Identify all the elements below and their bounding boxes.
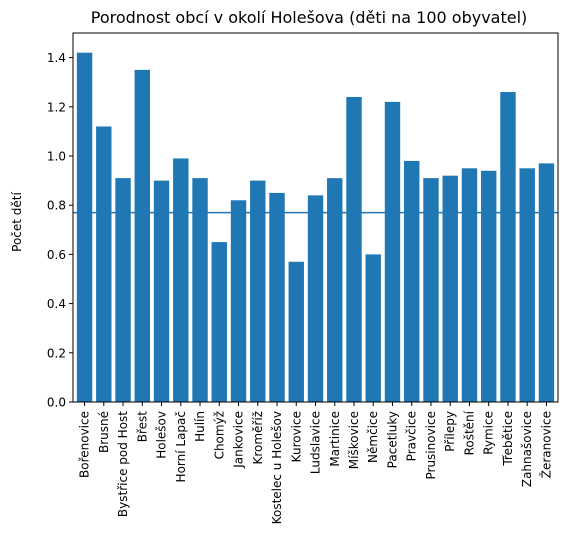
bar-8 bbox=[211, 242, 227, 402]
bar-22 bbox=[481, 170, 497, 402]
bar-5 bbox=[153, 180, 170, 402]
y-tick-label: 0.2 bbox=[47, 346, 66, 360]
y-axis-label: Počet dětí bbox=[10, 191, 24, 251]
bar-15 bbox=[346, 96, 362, 403]
bar-2 bbox=[96, 126, 112, 402]
bar-3 bbox=[115, 178, 131, 402]
x-tick-label: Jankovice bbox=[232, 411, 246, 469]
bar-12 bbox=[288, 261, 304, 402]
bar-10 bbox=[250, 180, 266, 402]
x-tick-label: Pacetluky bbox=[385, 411, 399, 468]
x-tick-label: Zahnašovice bbox=[520, 411, 534, 487]
y-tick-label: 1.0 bbox=[47, 150, 66, 164]
x-axis: Bořenovice Brusné Bystřice pod Host Břest Ho… bbox=[78, 402, 553, 524]
bar-24 bbox=[519, 168, 535, 402]
x-tick-label: Bořenovice bbox=[78, 411, 92, 478]
plot-frame bbox=[72, 32, 559, 403]
bar-7 bbox=[192, 178, 208, 402]
x-tick-label: Martinice bbox=[328, 411, 342, 467]
x-tick-label: Ludslavice bbox=[309, 411, 323, 474]
x-tick-label: Hulín bbox=[193, 411, 207, 442]
bar-13 bbox=[307, 195, 324, 402]
x-tick-label: Žeranovice bbox=[538, 411, 553, 478]
bar-21 bbox=[461, 168, 478, 402]
y-tick-label: 1.4 bbox=[47, 51, 66, 65]
bar-6 bbox=[173, 158, 189, 402]
y-tick-label: 0.8 bbox=[47, 199, 66, 213]
x-tick-label: Roštění bbox=[462, 410, 476, 455]
y-tick-label: 0.0 bbox=[47, 396, 66, 410]
bar-18 bbox=[404, 160, 420, 402]
bar-9 bbox=[230, 200, 247, 402]
x-tick-label: Břest bbox=[135, 411, 149, 443]
bar-1 bbox=[76, 52, 93, 403]
bar-16 bbox=[365, 254, 381, 402]
bar-14 bbox=[327, 178, 343, 402]
x-tick-label: Třebětice bbox=[501, 411, 515, 467]
y-tick-label: 0.4 bbox=[47, 297, 66, 311]
bar-17 bbox=[384, 101, 401, 402]
x-tick-label: Bystřice pod Host bbox=[116, 411, 130, 517]
x-tick-label: Pravčice bbox=[405, 411, 419, 461]
x-tick-label: Přílepy bbox=[443, 411, 457, 452]
y-tick-label: 1.2 bbox=[47, 100, 66, 114]
x-tick-label: Rymice bbox=[482, 411, 496, 455]
bars-group bbox=[76, 52, 555, 403]
bar-4 bbox=[134, 69, 150, 403]
y-axis: 0.0 0.2 0.4 0.6 0.8 1.0 1.2 1.4 bbox=[47, 51, 73, 410]
bar-19 bbox=[423, 178, 439, 402]
bar-20 bbox=[442, 175, 458, 402]
chart-title: Porodnost obcí v okolí Holešova (děti na… bbox=[91, 8, 528, 27]
bar-11 bbox=[269, 192, 285, 402]
x-tick-label: Němčice bbox=[366, 411, 380, 463]
x-tick-label: Brusné bbox=[97, 411, 111, 453]
x-tick-label: Holešov bbox=[155, 411, 169, 459]
bar-25 bbox=[538, 163, 555, 402]
x-tick-label: Kroměříž bbox=[251, 411, 265, 465]
x-tick-label: Kostelec u Holešov bbox=[270, 411, 284, 524]
x-tick-label: Prusinovice bbox=[424, 411, 438, 480]
y-tick-label: 0.6 bbox=[47, 248, 66, 262]
x-tick-label: Chomýž bbox=[212, 411, 226, 459]
x-tick-label: Horní Lapač bbox=[174, 411, 188, 482]
bar-23 bbox=[500, 92, 516, 402]
x-tick-label: Míškovice bbox=[347, 411, 361, 469]
x-tick-label: Kurovice bbox=[289, 411, 303, 462]
